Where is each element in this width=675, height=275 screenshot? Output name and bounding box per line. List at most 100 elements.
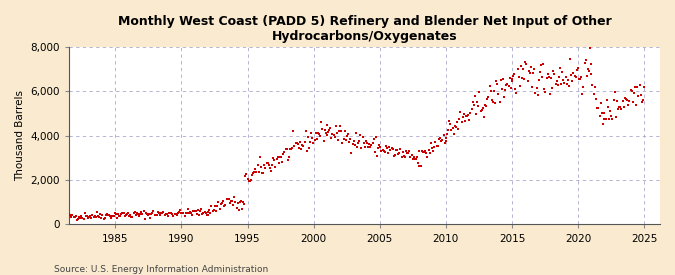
Point: [294, 145, 304, 150]
Point: [506, 77, 517, 81]
Point: [248, 170, 259, 175]
Point: [437, 138, 448, 142]
Y-axis label: Thousand Barrels: Thousand Barrels: [15, 90, 25, 181]
Point: [535, 63, 546, 67]
Point: [213, 200, 224, 205]
Point: [529, 67, 540, 72]
Point: [572, 66, 583, 70]
Point: [381, 146, 392, 151]
Point: [126, 214, 137, 219]
Point: [215, 202, 226, 206]
Point: [140, 210, 151, 215]
Point: [365, 144, 376, 149]
Point: [194, 213, 205, 217]
Point: [79, 211, 90, 216]
Point: [209, 207, 219, 212]
Point: [443, 127, 454, 132]
Point: [467, 100, 478, 104]
Point: [539, 87, 549, 91]
Point: [360, 139, 371, 144]
Point: [295, 140, 306, 144]
Point: [407, 157, 418, 162]
Point: [610, 115, 621, 119]
Point: [503, 84, 514, 88]
Point: [415, 164, 426, 168]
Point: [324, 128, 335, 132]
Point: [389, 153, 400, 157]
Point: [464, 117, 475, 122]
Point: [436, 139, 447, 143]
Point: [146, 212, 157, 217]
Point: [106, 216, 117, 220]
Point: [90, 214, 101, 219]
Point: [620, 95, 630, 100]
Point: [176, 211, 187, 215]
Point: [57, 214, 68, 218]
Point: [491, 78, 502, 83]
Point: [173, 211, 184, 216]
Point: [178, 211, 189, 215]
Point: [65, 213, 76, 217]
Point: [180, 211, 191, 215]
Point: [263, 161, 273, 165]
Point: [142, 212, 153, 217]
Point: [261, 161, 272, 165]
Point: [253, 170, 264, 174]
Point: [528, 70, 539, 75]
Point: [129, 210, 140, 214]
Point: [417, 150, 428, 155]
Point: [428, 148, 439, 153]
Point: [593, 106, 604, 110]
Point: [94, 215, 105, 220]
Point: [280, 147, 291, 152]
Point: [73, 217, 84, 221]
Point: [116, 212, 127, 216]
Point: [268, 156, 279, 160]
Point: [158, 210, 169, 214]
Point: [393, 152, 404, 156]
Point: [300, 129, 311, 133]
Point: [272, 155, 283, 160]
Point: [542, 72, 553, 76]
Point: [166, 211, 177, 216]
Point: [373, 146, 383, 150]
Point: [204, 208, 215, 213]
Point: [483, 95, 494, 99]
Point: [240, 174, 250, 178]
Point: [421, 151, 432, 155]
Point: [269, 158, 279, 163]
Point: [132, 210, 142, 215]
Point: [600, 117, 611, 122]
Point: [355, 133, 366, 138]
Point: [163, 211, 174, 215]
Point: [610, 90, 620, 94]
Point: [465, 111, 476, 116]
Point: [425, 141, 436, 145]
Point: [520, 59, 531, 64]
Point: [179, 214, 190, 219]
Point: [292, 142, 303, 146]
Point: [202, 213, 213, 217]
Point: [311, 137, 322, 141]
Point: [273, 161, 284, 165]
Point: [381, 144, 392, 148]
Point: [177, 210, 188, 215]
Point: [290, 141, 301, 145]
Point: [286, 146, 296, 151]
Point: [333, 138, 344, 142]
Point: [321, 123, 332, 127]
Point: [412, 155, 423, 159]
Point: [304, 146, 315, 150]
Point: [190, 209, 201, 213]
Point: [522, 79, 533, 83]
Point: [506, 79, 517, 83]
Point: [77, 216, 88, 220]
Point: [267, 163, 277, 167]
Point: [379, 150, 390, 154]
Point: [586, 62, 597, 66]
Point: [497, 77, 508, 81]
Point: [335, 124, 346, 128]
Point: [265, 169, 276, 173]
Point: [450, 124, 460, 129]
Point: [242, 177, 253, 181]
